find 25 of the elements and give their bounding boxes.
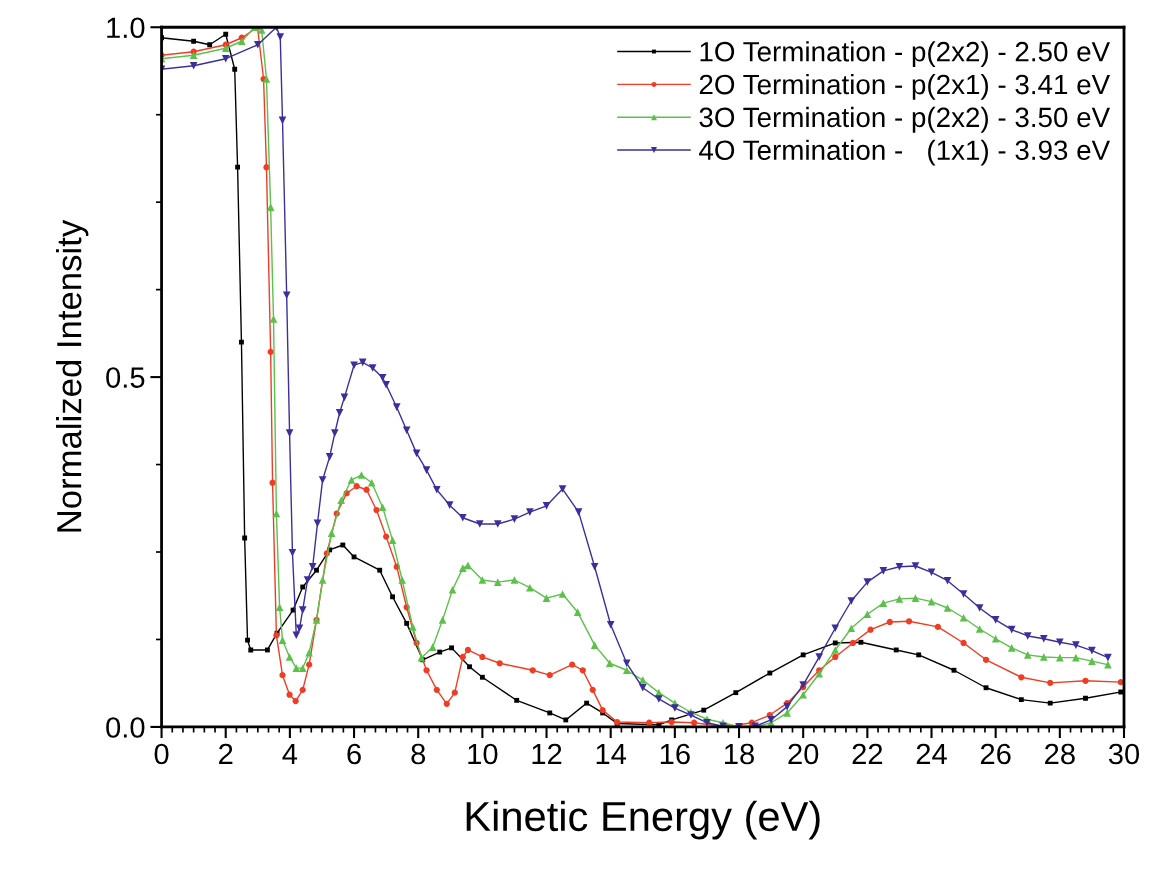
x-tick-label: 16 [660, 743, 690, 765]
x-tick-label: 18 [725, 743, 754, 765]
x-tick-label: 6 [347, 743, 361, 765]
x-tick-label: 20 [788, 743, 819, 765]
y-tick-label: 0.5 [106, 367, 145, 388]
legend-label: 1O Termination - p(2x2) - 2.50 eV [700, 41, 1111, 68]
x-tick-label: 12 [532, 743, 562, 765]
legend-label: 2O Termination - p(2x1) - 3.41 eV [699, 73, 1111, 100]
x-axis-title: Kinetic Energy (eV) [466, 800, 820, 840]
y-tick-label: 1.0 [107, 17, 145, 39]
legend-label: 4O Termination - (1x1) - 3.93 eV [699, 139, 1111, 166]
x-tick-label: 0 [154, 743, 169, 765]
x-tick-label: 30 [1108, 743, 1140, 765]
x-tick-label: 28 [1045, 743, 1075, 765]
x-tick-label: 14 [596, 743, 627, 765]
x-tick-label: 22 [852, 743, 883, 765]
x-tick-label: 8 [411, 743, 426, 765]
y-axis-title: Normalized Intensity [56, 219, 89, 532]
y-tick-label: 0.0 [106, 717, 145, 738]
legend-label: 3O Termination - p(2x2) - 3.50 eV [699, 106, 1111, 133]
x-tick-label: 26 [980, 743, 1011, 765]
x-tick-label: 24 [916, 743, 947, 765]
x-tick-label: 2 [219, 743, 233, 765]
x-tick-label: 10 [468, 743, 498, 765]
x-tick-label: 4 [282, 743, 298, 765]
